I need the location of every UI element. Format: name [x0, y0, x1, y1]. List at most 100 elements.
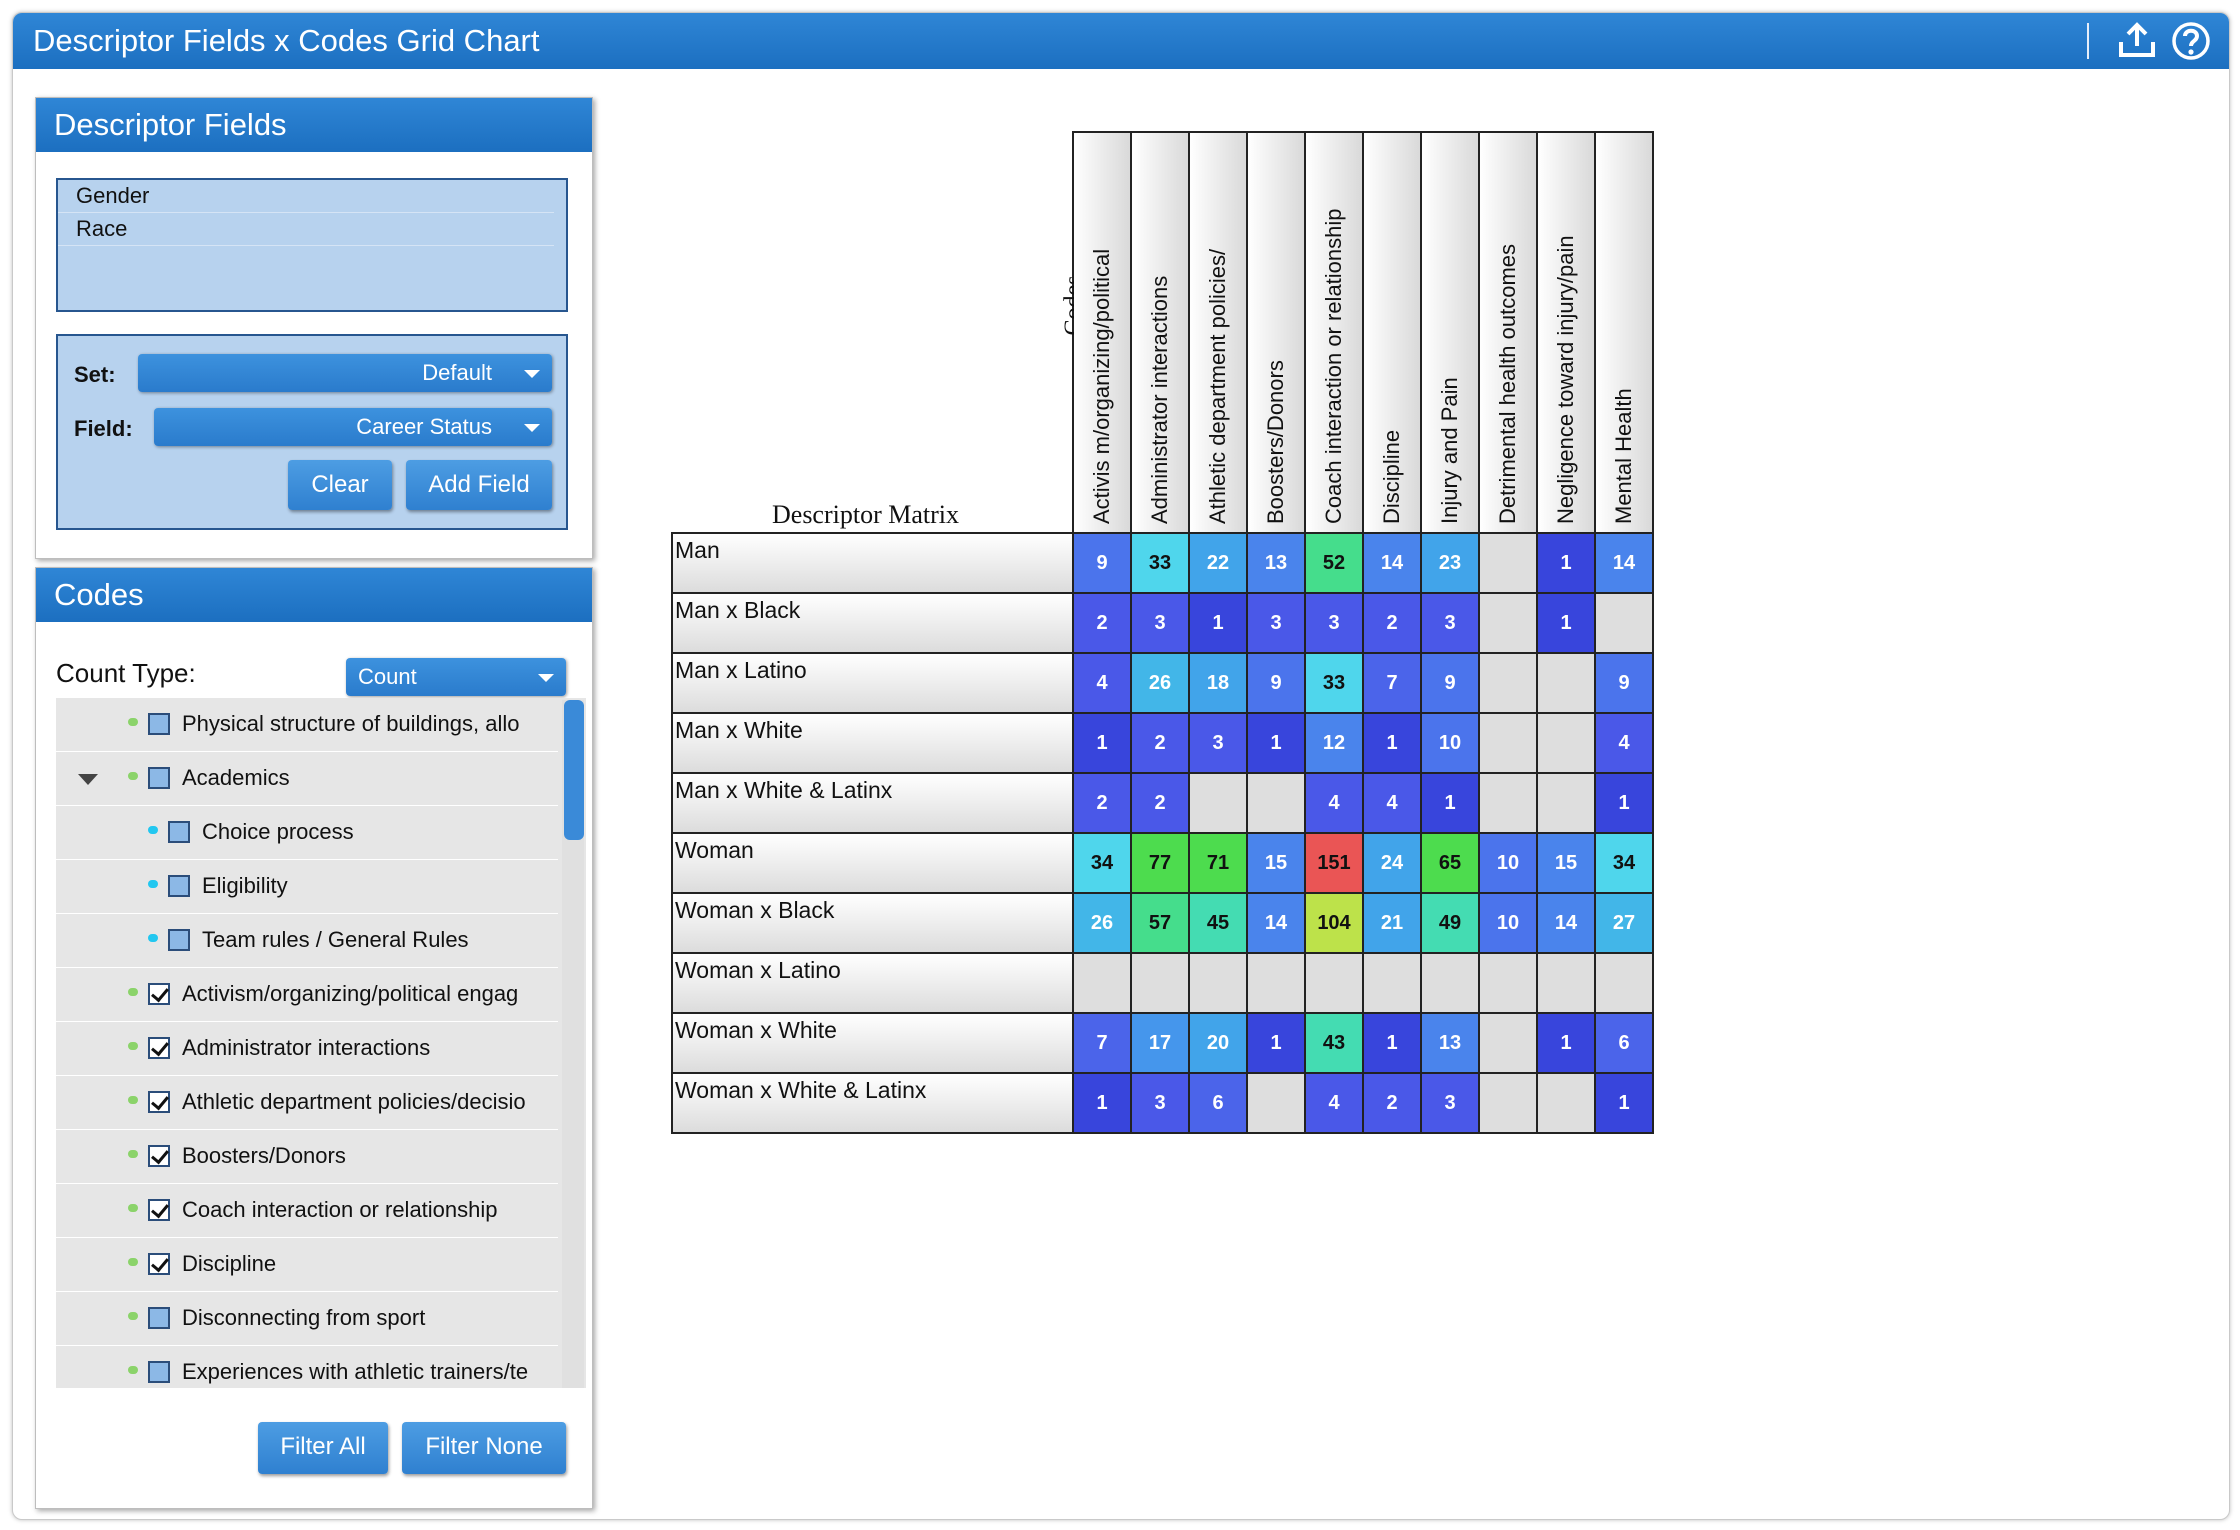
- matrix-cell[interactable]: [1536, 952, 1596, 1014]
- matrix-cell[interactable]: [1536, 712, 1596, 774]
- upload-icon[interactable]: [2113, 17, 2161, 65]
- code-checkbox[interactable]: [148, 1361, 170, 1383]
- field-dropdown[interactable]: Career Status: [154, 408, 552, 446]
- matrix-cell[interactable]: 3: [1130, 1072, 1190, 1134]
- code-checkbox[interactable]: [148, 1037, 170, 1059]
- matrix-cell[interactable]: 1: [1072, 712, 1132, 774]
- matrix-cell[interactable]: 9: [1072, 532, 1132, 594]
- matrix-cell[interactable]: 17: [1130, 1012, 1190, 1074]
- matrix-cell[interactable]: 2: [1362, 592, 1422, 654]
- matrix-cell[interactable]: 2: [1362, 1072, 1422, 1134]
- code-checkbox[interactable]: [148, 1307, 170, 1329]
- matrix-cell[interactable]: 4: [1304, 772, 1364, 834]
- matrix-cell[interactable]: 3: [1420, 592, 1480, 654]
- matrix-cell[interactable]: 20: [1188, 1012, 1248, 1074]
- matrix-cell[interactable]: 22: [1188, 532, 1248, 594]
- code-tree-item[interactable]: Coach interaction or relationship: [56, 1184, 558, 1238]
- matrix-cell[interactable]: 10: [1420, 712, 1480, 774]
- matrix-cell[interactable]: 14: [1536, 892, 1596, 954]
- code-checkbox[interactable]: [168, 821, 190, 843]
- matrix-cell[interactable]: 1: [1594, 1072, 1654, 1134]
- code-tree-item[interactable]: Choice process: [56, 806, 558, 860]
- descriptor-field-item[interactable]: Race: [58, 213, 554, 246]
- filter-all-button[interactable]: Filter All: [258, 1422, 388, 1474]
- matrix-cell[interactable]: 3: [1420, 1072, 1480, 1134]
- matrix-cell[interactable]: [1478, 1072, 1538, 1134]
- matrix-cell[interactable]: [1478, 652, 1538, 714]
- code-tree-item[interactable]: Athletic department policies/decisio: [56, 1076, 558, 1130]
- code-tree-item[interactable]: Activism/organizing/political engag: [56, 968, 558, 1022]
- matrix-cell[interactable]: [1072, 952, 1132, 1014]
- matrix-cell[interactable]: 52: [1304, 532, 1364, 594]
- matrix-cell[interactable]: [1246, 772, 1306, 834]
- filter-none-button[interactable]: Filter None: [402, 1422, 566, 1474]
- matrix-cell[interactable]: 77: [1130, 832, 1190, 894]
- matrix-cell[interactable]: 23: [1420, 532, 1480, 594]
- matrix-cell[interactable]: 1: [1362, 1012, 1422, 1074]
- matrix-cell[interactable]: [1478, 712, 1538, 774]
- matrix-cell[interactable]: 34: [1072, 832, 1132, 894]
- matrix-cell[interactable]: [1594, 592, 1654, 654]
- matrix-cell[interactable]: 9: [1594, 652, 1654, 714]
- codes-scrollbar[interactable]: [562, 700, 584, 1388]
- matrix-cell[interactable]: 4: [1304, 1072, 1364, 1134]
- code-tree-item[interactable]: Administrator interactions: [56, 1022, 558, 1076]
- matrix-cell[interactable]: 13: [1246, 532, 1306, 594]
- matrix-cell[interactable]: 1: [1420, 772, 1480, 834]
- matrix-cell[interactable]: 1: [1072, 1072, 1132, 1134]
- matrix-cell[interactable]: 3: [1246, 592, 1306, 654]
- matrix-cell[interactable]: 7: [1362, 652, 1422, 714]
- count-type-dropdown[interactable]: Count: [346, 658, 566, 696]
- matrix-cell[interactable]: 14: [1246, 892, 1306, 954]
- matrix-cell[interactable]: [1188, 772, 1248, 834]
- matrix-cell[interactable]: 6: [1594, 1012, 1654, 1074]
- matrix-cell[interactable]: [1594, 952, 1654, 1014]
- code-checkbox[interactable]: [148, 983, 170, 1005]
- matrix-cell[interactable]: 18: [1188, 652, 1248, 714]
- matrix-cell[interactable]: 21: [1362, 892, 1422, 954]
- matrix-cell[interactable]: 151: [1304, 832, 1364, 894]
- add-field-button[interactable]: Add Field: [406, 460, 552, 510]
- matrix-cell[interactable]: 9: [1420, 652, 1480, 714]
- matrix-cell[interactable]: 71: [1188, 832, 1248, 894]
- code-checkbox[interactable]: [148, 1091, 170, 1113]
- clear-button[interactable]: Clear: [288, 460, 392, 510]
- matrix-cell[interactable]: [1188, 952, 1248, 1014]
- matrix-cell[interactable]: 15: [1246, 832, 1306, 894]
- matrix-cell[interactable]: 7: [1072, 1012, 1132, 1074]
- matrix-cell[interactable]: 6: [1188, 1072, 1248, 1134]
- matrix-cell[interactable]: 24: [1362, 832, 1422, 894]
- matrix-cell[interactable]: 26: [1072, 892, 1132, 954]
- matrix-cell[interactable]: 15: [1536, 832, 1596, 894]
- matrix-cell[interactable]: 1: [1594, 772, 1654, 834]
- matrix-cell[interactable]: 12: [1304, 712, 1364, 774]
- expand-triangle-icon[interactable]: [78, 774, 98, 785]
- code-tree-item[interactable]: Academics: [56, 752, 558, 806]
- matrix-cell[interactable]: 43: [1304, 1012, 1364, 1074]
- matrix-cell[interactable]: 104: [1304, 892, 1364, 954]
- matrix-cell[interactable]: 13: [1420, 1012, 1480, 1074]
- matrix-cell[interactable]: 1: [1536, 1012, 1596, 1074]
- matrix-cell[interactable]: 9: [1246, 652, 1306, 714]
- matrix-cell[interactable]: [1246, 1072, 1306, 1134]
- matrix-cell[interactable]: 65: [1420, 832, 1480, 894]
- code-checkbox[interactable]: [148, 1253, 170, 1275]
- matrix-cell[interactable]: 2: [1130, 772, 1190, 834]
- code-checkbox[interactable]: [148, 1199, 170, 1221]
- descriptor-field-item[interactable]: Gender: [58, 180, 554, 213]
- matrix-cell[interactable]: 2: [1130, 712, 1190, 774]
- help-icon[interactable]: [2167, 17, 2215, 65]
- code-tree-item[interactable]: Disconnecting from sport: [56, 1292, 558, 1346]
- code-tree-item[interactable]: Experiences with athletic trainers/te: [56, 1346, 558, 1388]
- matrix-cell[interactable]: [1420, 952, 1480, 1014]
- matrix-cell[interactable]: [1536, 652, 1596, 714]
- descriptor-fields-list[interactable]: Gender Race: [56, 178, 568, 312]
- matrix-cell[interactable]: 33: [1304, 652, 1364, 714]
- code-checkbox[interactable]: [148, 1145, 170, 1167]
- matrix-cell[interactable]: 4: [1594, 712, 1654, 774]
- matrix-cell[interactable]: 4: [1072, 652, 1132, 714]
- matrix-cell[interactable]: 1: [1246, 712, 1306, 774]
- matrix-cell[interactable]: 1: [1536, 532, 1596, 594]
- matrix-cell[interactable]: 10: [1478, 832, 1538, 894]
- matrix-cell[interactable]: 3: [1304, 592, 1364, 654]
